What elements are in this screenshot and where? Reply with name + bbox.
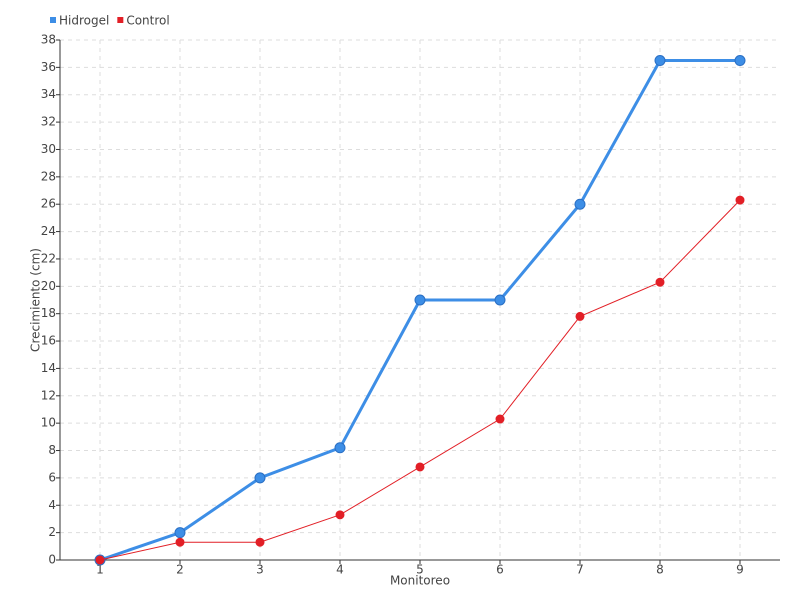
data-point — [655, 277, 665, 287]
x-axis-label: Monitoreo — [390, 574, 450, 588]
data-point — [334, 442, 346, 454]
y-tick-label: 8 — [48, 443, 56, 457]
x-tick-label: 7 — [576, 563, 584, 577]
y-tick-label: 24 — [41, 224, 56, 238]
data-point — [574, 198, 586, 210]
y-tick-label: 18 — [41, 306, 56, 320]
y-tick-label: 22 — [41, 251, 56, 265]
data-point — [255, 537, 265, 547]
data-point — [494, 294, 506, 306]
y-tick-label: 10 — [41, 416, 56, 430]
data-point — [254, 472, 266, 484]
y-tick-label: 0 — [48, 553, 56, 567]
y-tick-label: 2 — [48, 525, 56, 539]
x-tick-label: 4 — [336, 563, 344, 577]
x-tick-label: 6 — [496, 563, 504, 577]
y-tick-label: 36 — [41, 60, 56, 74]
y-tick-label: 26 — [41, 197, 56, 211]
series-line — [99, 59, 740, 562]
y-tick-label: 34 — [41, 87, 56, 101]
x-tick-label: 2 — [176, 563, 184, 577]
legend-swatch — [50, 17, 56, 23]
y-tick-label: 32 — [41, 115, 56, 129]
data-point — [415, 462, 425, 472]
data-point — [734, 55, 746, 67]
y-tick-label: 12 — [41, 388, 56, 402]
x-tick-label: 1 — [96, 563, 104, 577]
y-tick-label: 14 — [41, 361, 56, 375]
y-tick-label: 28 — [41, 169, 56, 183]
data-point — [654, 55, 666, 67]
data-point — [575, 311, 585, 321]
data-point — [414, 294, 426, 306]
y-tick-label: 20 — [41, 279, 56, 293]
y-tick-label: 4 — [48, 498, 56, 512]
data-point — [95, 555, 105, 565]
data-point — [495, 414, 505, 424]
y-axis-label: Crecimiento (cm) — [29, 248, 43, 352]
legend-swatch — [117, 17, 124, 23]
y-tick-label: 16 — [41, 334, 56, 348]
data-point — [735, 195, 745, 205]
data-point — [335, 510, 345, 520]
legend-label: Control — [126, 14, 169, 28]
data-point — [175, 537, 185, 547]
data-point — [174, 527, 186, 539]
y-tick-label: 30 — [41, 142, 56, 156]
x-tick-label: 5 — [416, 563, 424, 577]
y-tick-label: 38 — [41, 33, 56, 47]
x-tick-label: 8 — [656, 563, 664, 577]
x-tick-label: 3 — [256, 563, 264, 577]
legend-label: Hidrogel — [59, 14, 109, 28]
y-tick-label: 6 — [48, 470, 56, 484]
x-tick-label: 9 — [736, 563, 744, 577]
